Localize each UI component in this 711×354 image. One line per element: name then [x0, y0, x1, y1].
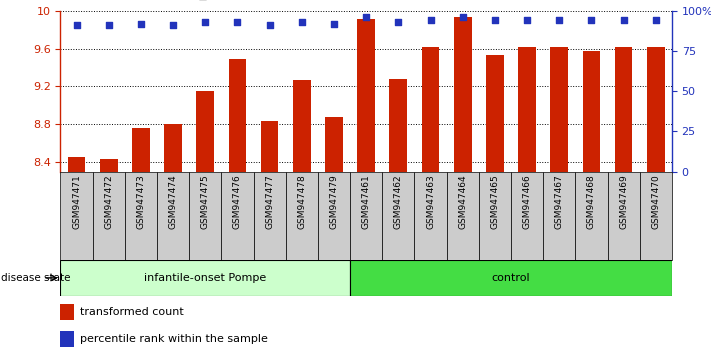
Text: GSM947477: GSM947477	[265, 175, 274, 229]
Bar	[350, 260, 672, 296]
Point	[489, 17, 501, 23]
Text: GSM947471: GSM947471	[72, 175, 81, 229]
Text: GSM947474: GSM947474	[169, 175, 178, 229]
Bar	[318, 172, 350, 260]
Bar	[518, 47, 536, 172]
Text: GSM947479: GSM947479	[329, 175, 338, 229]
Text: GSM947464: GSM947464	[458, 175, 467, 229]
Bar	[60, 260, 350, 296]
Bar	[228, 59, 246, 172]
Text: GSM947476: GSM947476	[233, 175, 242, 229]
Bar	[486, 55, 503, 172]
Text: transformed count: transformed count	[80, 307, 183, 317]
Point	[264, 22, 275, 28]
Bar	[383, 172, 415, 260]
Bar	[164, 124, 182, 172]
Text: percentile rank within the sample: percentile rank within the sample	[80, 334, 268, 344]
Bar	[261, 121, 279, 172]
Bar	[422, 47, 439, 172]
Point	[392, 19, 404, 25]
Text: control: control	[492, 273, 530, 283]
Bar	[221, 172, 254, 260]
Bar	[511, 172, 543, 260]
Bar	[92, 172, 125, 260]
Text: GSM947473: GSM947473	[137, 175, 145, 229]
Point	[135, 21, 146, 26]
Bar	[60, 172, 92, 260]
Bar	[254, 172, 286, 260]
Bar	[157, 172, 189, 260]
Text: GSM947467: GSM947467	[555, 175, 564, 229]
Text: GSM947469: GSM947469	[619, 175, 628, 229]
Point	[425, 17, 437, 23]
Text: GSM947466: GSM947466	[523, 175, 532, 229]
Point	[103, 22, 114, 28]
Bar	[286, 172, 318, 260]
Text: GSM947478: GSM947478	[297, 175, 306, 229]
Point	[554, 17, 565, 23]
Bar	[575, 172, 607, 260]
Point	[71, 22, 82, 28]
Bar	[293, 80, 311, 172]
Point	[232, 19, 243, 25]
Text: GSM947468: GSM947468	[587, 175, 596, 229]
Text: GSM947463: GSM947463	[426, 175, 435, 229]
Point	[457, 14, 469, 20]
Point	[586, 17, 597, 23]
Point	[618, 17, 629, 23]
Text: infantile-onset Pompe: infantile-onset Pompe	[144, 273, 267, 283]
Point	[521, 17, 533, 23]
Bar	[189, 172, 221, 260]
Point	[296, 19, 307, 25]
Bar	[447, 172, 479, 260]
Bar	[132, 128, 150, 172]
Bar	[390, 79, 407, 172]
Bar	[196, 91, 214, 172]
Text: GSM947461: GSM947461	[362, 175, 370, 229]
Bar	[607, 172, 640, 260]
Bar	[454, 17, 471, 172]
Bar	[415, 172, 447, 260]
Point	[650, 17, 661, 23]
Bar	[550, 47, 568, 172]
Bar	[582, 51, 600, 172]
Bar	[60, 331, 74, 347]
Point	[167, 22, 178, 28]
Text: GSM947462: GSM947462	[394, 175, 403, 229]
Bar	[615, 47, 633, 172]
Bar	[543, 172, 575, 260]
Text: disease state: disease state	[1, 273, 70, 283]
Text: GSM947470: GSM947470	[651, 175, 661, 229]
Bar	[68, 156, 85, 172]
Bar	[640, 172, 672, 260]
Bar	[125, 172, 157, 260]
Bar	[358, 19, 375, 172]
Text: GSM947475: GSM947475	[201, 175, 210, 229]
Bar	[647, 47, 665, 172]
Text: GSM947465: GSM947465	[491, 175, 499, 229]
Bar	[479, 172, 511, 260]
Bar	[350, 172, 383, 260]
Point	[200, 19, 211, 25]
Bar	[60, 304, 74, 320]
Point	[328, 21, 340, 26]
Bar	[100, 159, 117, 172]
Point	[360, 14, 372, 20]
Bar	[325, 117, 343, 172]
Text: GSM947472: GSM947472	[105, 175, 113, 229]
